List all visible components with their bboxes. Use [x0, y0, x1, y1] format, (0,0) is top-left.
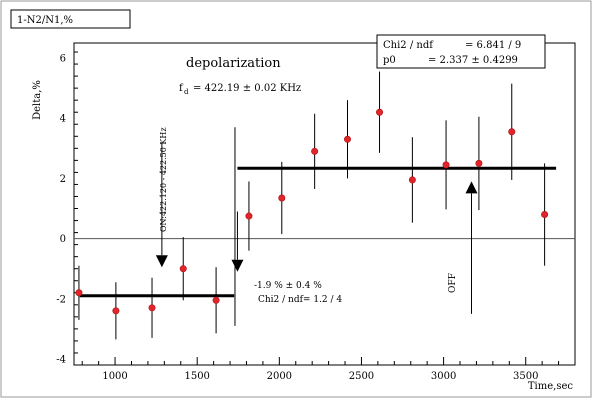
data-point: [376, 108, 384, 116]
y-tick-label: 0: [60, 234, 66, 245]
data-points: [75, 108, 549, 315]
freq-symbol: f: [179, 83, 184, 94]
data-point: [508, 128, 516, 136]
freq-value: = 422.19 ± 0.02 KHz: [193, 83, 301, 94]
y-tick-label: 4: [60, 114, 66, 125]
data-point: [311, 147, 319, 155]
title-box: [10, 9, 131, 29]
y-tick-label: 6: [60, 54, 66, 65]
stats-box: [376, 34, 546, 69]
stats-p0-value: = 2.337 ± 0.4299: [428, 55, 518, 66]
y-axis-ticks: -4 -2 0 2 4 6: [56, 51, 78, 366]
y-axis-label: Delta,%: [32, 80, 43, 120]
data-point: [541, 211, 549, 219]
off-label: OFF: [448, 273, 458, 293]
x-tick-label: 1000: [102, 371, 127, 382]
fit-lines: [79, 166, 557, 298]
stats-chi2-value: = 6.841 / 9: [465, 40, 521, 51]
off-arrow-head: [465, 181, 478, 194]
x-tick-label: 1500: [184, 371, 209, 382]
y-tick-label: -4: [56, 354, 66, 365]
fit1-chi2: Chi2 / ndf= 1.2 / 4: [258, 295, 342, 305]
stats-p0-label: p0: [383, 55, 396, 66]
data-point: [75, 289, 83, 297]
x-tick-label: 3500: [513, 371, 538, 382]
data-point: [148, 304, 156, 312]
y-tick-label: -2: [56, 294, 66, 305]
on-arrow-2-head: [231, 259, 244, 272]
x-tick-label: 2500: [349, 371, 374, 382]
on-frequency-label: ON:422.120 - 422.50 KHz: [159, 127, 168, 232]
chart-title: 1-N2/N1,%: [17, 15, 73, 26]
data-point: [245, 212, 253, 220]
data-point: [112, 307, 120, 315]
data-point: [278, 194, 286, 202]
y-tick-label: 2: [60, 174, 66, 185]
freq-subscript: d: [184, 88, 189, 96]
x-axis-ticks: 1000 1500 2000 2500 3000 3500: [81, 357, 576, 382]
stats-chi2-label: Chi2 / ndf: [383, 40, 434, 51]
data-point: [442, 161, 450, 169]
x-axis-label: Time,sec: [528, 381, 573, 392]
data-point: [179, 265, 187, 273]
depolarization-title: depolarization: [186, 56, 281, 71]
plot-frame: [73, 42, 576, 366]
x-tick-label: 3000: [431, 371, 456, 382]
data-point: [343, 135, 351, 143]
data-point: [212, 296, 220, 304]
annotation-arrows: [155, 142, 478, 314]
data-point: [408, 176, 416, 184]
on-arrow-1-head: [155, 255, 168, 268]
data-point: [475, 159, 483, 167]
x-tick-label: 2000: [267, 371, 292, 382]
fit1-value: -1.9 % ± 0.4 %: [254, 281, 322, 291]
